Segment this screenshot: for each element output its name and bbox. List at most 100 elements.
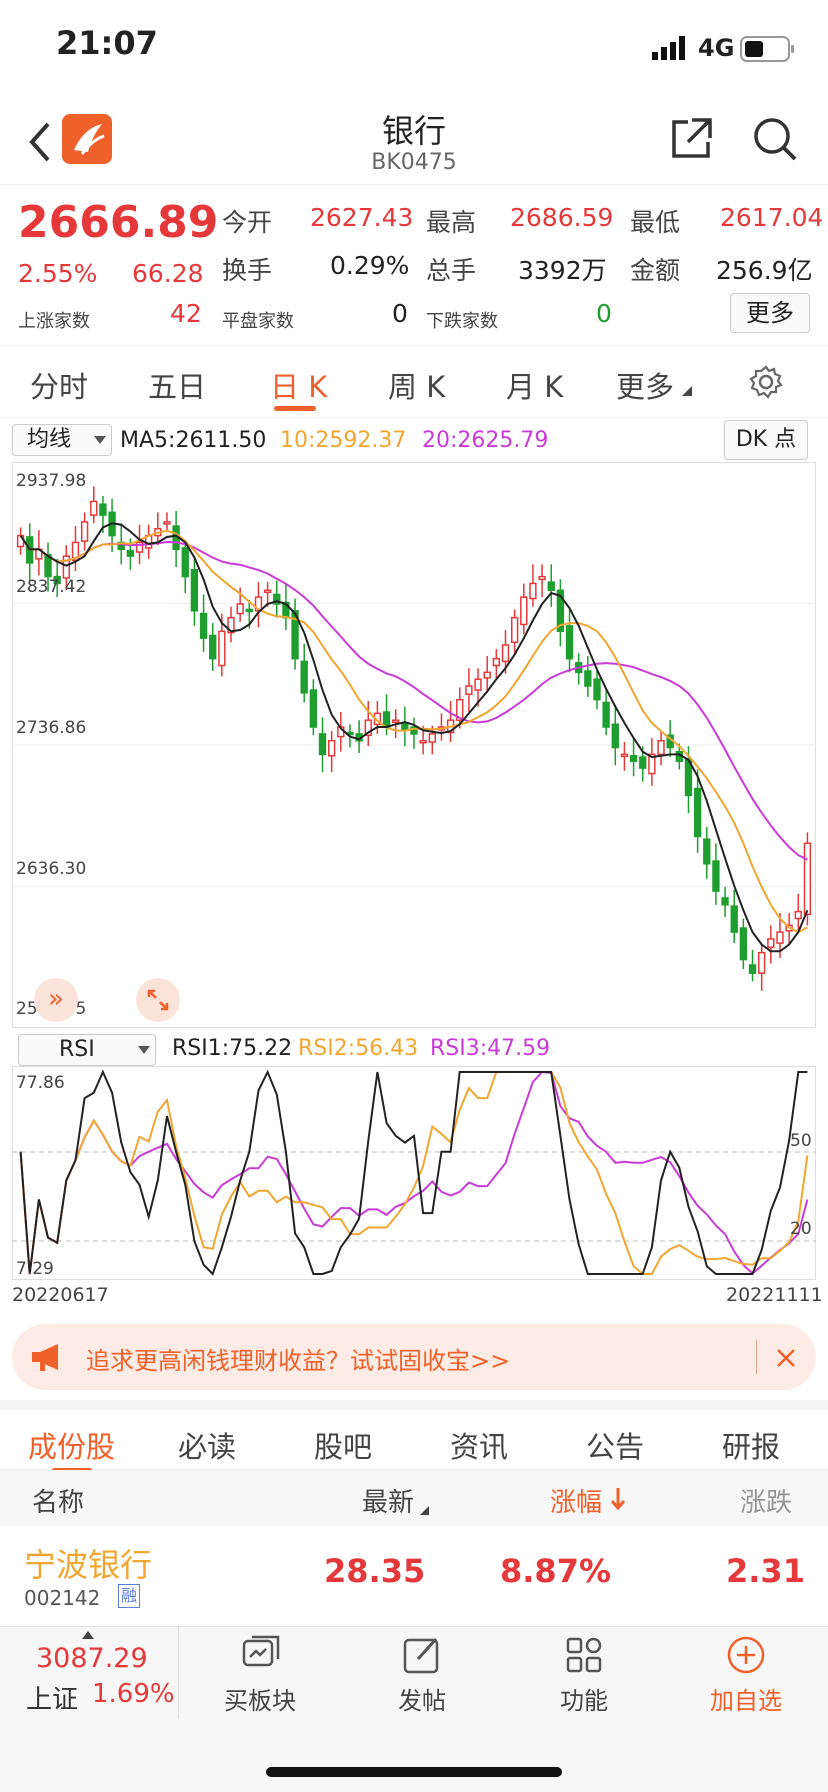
candle [401,706,409,747]
candle-body [245,608,253,613]
banner-divider [756,1340,757,1374]
tab-daily-k[interactable]: 日 K [270,370,328,404]
candle-body [629,755,638,762]
price-tick: 2636.30 [16,859,86,879]
candle [209,623,217,671]
candle-body [90,500,98,516]
tab-forum[interactable]: 股吧 [314,1430,373,1464]
turnover-label: 换手 [222,256,273,285]
candle-body [538,575,546,581]
network-label: 4G [698,34,735,62]
rsi2-value: RSI2:56.43 [298,1036,419,1061]
candle [273,580,281,618]
ma5-line [19,522,809,953]
candle-body [501,644,510,663]
rsi2-line [19,1071,809,1275]
candle [456,687,464,729]
col-latest[interactable]: 最新 [362,1488,415,1518]
ma-selector[interactable]: 均线 [12,424,112,456]
candle-body [529,582,537,600]
add-watchlist-button[interactable]: 加自选 [694,1635,798,1719]
index-value: 3087.29 [36,1643,148,1674]
candle-body [639,756,647,769]
candle [483,655,491,693]
tab-constituents[interactable]: 成份股 [28,1430,116,1464]
index-change: 1.69% [92,1679,175,1709]
down-count-label: 下跌家数 [426,311,498,332]
candle-body [44,554,52,578]
tab-research[interactable]: 研报 [722,1430,781,1464]
candle-body [456,698,464,721]
close-icon[interactable] [776,1348,796,1368]
rsi1-value: RSI1:75.22 [172,1036,293,1061]
high-label: 最高 [426,208,477,237]
post-button[interactable]: 发帖 [370,1635,474,1719]
candle-body [703,838,711,865]
app-logo-icon [62,114,112,164]
candle [90,486,98,524]
rsi-20-tick: 20 [790,1219,812,1239]
candle-body [474,678,482,691]
rsi-top-tick: 77.86 [16,1073,65,1093]
candle-body [80,521,89,542]
candle [309,679,318,736]
candle [492,649,501,680]
rsi3-line [19,1070,809,1275]
buy-sector-button[interactable]: 买板块 [208,1635,312,1719]
candle-body [693,787,702,838]
megaphone-icon [32,1344,58,1371]
amount-label: 金额 [630,256,681,285]
candle [529,564,537,607]
candle [144,524,153,559]
candle-body [593,678,601,701]
candle-body [181,547,189,578]
up-count: 42 [170,299,202,328]
back-icon[interactable] [26,120,54,164]
settings-gear-icon[interactable] [748,364,784,400]
candle-body [327,739,336,757]
tab-more[interactable]: 更多 [616,370,675,404]
candle-body [53,575,61,585]
col-change-pct[interactable]: 涨幅 [550,1488,603,1518]
more-button[interactable]: 更多 [730,293,810,333]
candle-body [419,739,427,744]
candle-body [510,616,519,644]
functions-button[interactable]: 功能 [532,1635,636,1719]
margin-tag-badge: 融 [118,1584,140,1608]
tab-news[interactable]: 资讯 [450,1430,509,1464]
price-tick: 2736.86 [16,718,86,738]
dk-point-button[interactable]: DK 点 [724,420,808,460]
candle-body [657,739,665,756]
dropdown-caret-icon [94,436,106,444]
candle-body [611,723,619,749]
candle-body [492,657,501,667]
fullscreen-icon[interactable] [136,978,180,1022]
date-start: 20220617 [12,1284,109,1306]
tab-monthly-k[interactable]: 月 K [506,370,564,404]
promo-banner[interactable]: 追求更高闲钱理财收益？试试固收宝>> [12,1324,816,1390]
rsi-chart[interactable]: 77.86 7.29 50 20 [12,1066,816,1280]
rsi-selector[interactable]: RSI [18,1034,156,1066]
candle-body [758,951,766,974]
candle [44,542,52,592]
tab-weekly-k[interactable]: 周 K [388,370,446,404]
candle [739,918,748,970]
low-value: 2617.04 [720,203,824,232]
date-end: 20221111 [726,1284,823,1306]
candlestick-chart[interactable]: 2937.98 2837.42 2736.86 2636.30 2535.75 [12,462,816,1028]
candle [584,655,592,697]
table-row[interactable]: 宁波银行 002142 融 28.35 8.87% 2.31 [0,1526,828,1626]
search-icon[interactable] [752,116,798,162]
expand-left-icon[interactable]: » [34,978,78,1022]
tab-must-read[interactable]: 必读 [178,1430,237,1464]
tab-announcements[interactable]: 公告 [586,1430,645,1464]
candle [437,713,446,741]
tab-intraday[interactable]: 分时 [30,370,89,404]
col-change[interactable]: 涨跌 [740,1488,793,1518]
sector-code: BK0475 [371,150,457,175]
share-icon[interactable] [668,116,714,162]
tab-five-day[interactable]: 五日 [148,370,207,404]
candle [520,583,528,635]
expand-up-caret-icon[interactable] [82,1631,94,1639]
rsi-50-tick: 50 [790,1131,812,1151]
